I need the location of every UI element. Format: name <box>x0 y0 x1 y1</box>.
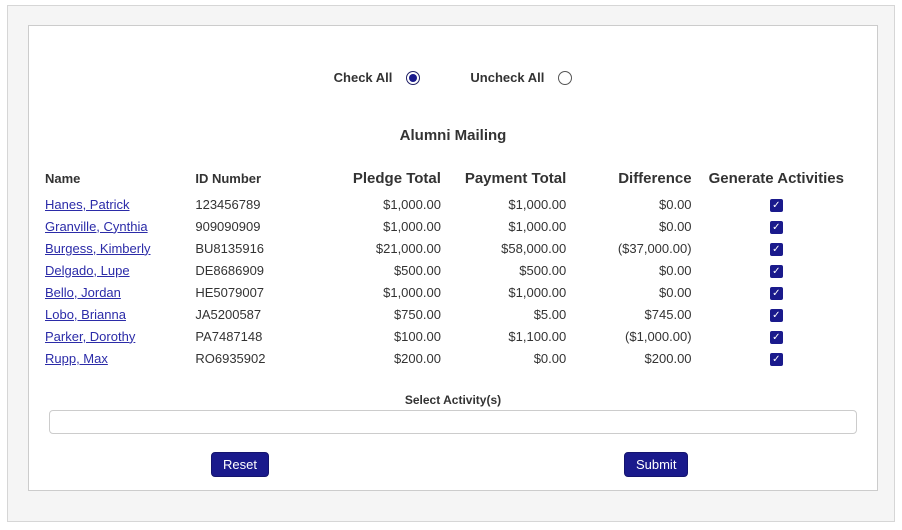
difference-cell: $0.00 <box>659 218 692 234</box>
pledge-total-cell: $500.00 <box>393 262 441 278</box>
difference-cell: ($1,000.00) <box>625 328 692 344</box>
pledge-total-cell: $21,000.00 <box>375 240 441 256</box>
generate-activities-cell: ✓ <box>692 347 861 369</box>
col-header-name: Name <box>45 171 81 186</box>
pledge-total-cell: $750.00 <box>393 306 441 322</box>
id-number-cell: JA5200587 <box>195 306 262 322</box>
pledge-total-cell: $100.00 <box>393 328 441 344</box>
name-cell: Burgess, Kimberly <box>45 237 195 259</box>
radio-dot-icon <box>409 73 418 82</box>
generate-activities-cell: ✓ <box>692 281 861 303</box>
table-row: Granville, Cynthia 909090909 $1,000.00 $1,0… <box>45 215 861 237</box>
check-all-label: Check All <box>333 70 393 85</box>
col-header-pledge-total: Pledge Total <box>352 170 441 187</box>
submit-button[interactable]: Submit <box>623 452 689 477</box>
generate-activities-checkbox[interactable]: ✓ <box>769 199 783 212</box>
table-row: Delgado, Lupe DE8686909 $500.00 $500.00 $0.0… <box>45 259 861 281</box>
name-cell: Bello, Jordan <box>45 281 195 303</box>
select-activity-label: Select Activity(s) <box>404 393 502 407</box>
constituent-name-link[interactable]: Burgess, Kimberly <box>45 240 151 256</box>
outer-container: Check All Uncheck All Alumni Mailing Nam… <box>7 5 895 522</box>
constituent-name-link[interactable]: Bello, Jordan <box>45 284 121 300</box>
id-number-cell: 909090909 <box>195 218 261 234</box>
pledge-total-cell: $1,000.00 <box>383 218 441 234</box>
generate-activities-cell: ✓ <box>692 193 861 215</box>
col-header-generate-activities: Generate Activities <box>708 170 844 187</box>
button-row: Reset Submit <box>45 452 861 477</box>
constituent-name-link[interactable]: Delgado, Lupe <box>45 262 130 278</box>
pledge-total-cell: $1,000.00 <box>383 196 441 212</box>
name-cell: Parker, Dorothy <box>45 325 195 347</box>
constituent-name-link[interactable]: Hanes, Patrick <box>45 196 130 212</box>
name-cell: Lobo, Brianna <box>45 303 195 325</box>
generate-activities-checkbox[interactable]: ✓ <box>769 353 783 366</box>
table-row: Bello, Jordan HE5079007 $1,000.00 $1,000.00… <box>45 281 861 303</box>
col-header-id-number: ID Number <box>195 171 262 186</box>
payment-total-cell: $0.00 <box>533 350 567 366</box>
col-header-payment-total: Payment Total <box>464 170 567 187</box>
generate-activities-cell: ✓ <box>692 215 861 237</box>
difference-cell: $200.00 <box>644 350 692 366</box>
generate-activities-checkbox[interactable]: ✓ <box>769 265 783 278</box>
table-row: Parker, Dorothy PA7487148 $100.00 $1,100.00… <box>45 325 861 347</box>
select-activity-input[interactable] <box>49 410 857 434</box>
name-cell: Hanes, Patrick <box>45 193 195 215</box>
difference-cell: $0.00 <box>659 284 692 300</box>
payment-total-cell: $1,000.00 <box>508 218 567 234</box>
payment-total-cell: $1,000.00 <box>508 196 567 212</box>
generate-activities-checkbox[interactable]: ✓ <box>769 309 783 322</box>
payment-total-cell: $500.00 <box>519 262 567 278</box>
id-number-cell: 123456789 <box>195 196 261 212</box>
generate-activities-checkbox[interactable]: ✓ <box>769 331 783 344</box>
id-number-cell: RO6935902 <box>195 350 266 366</box>
generate-activities-cell: ✓ <box>692 237 861 259</box>
id-number-cell: HE5079007 <box>195 284 265 300</box>
difference-cell: $745.00 <box>644 306 692 322</box>
id-number-cell: DE8686909 <box>195 262 265 278</box>
check-all-radio[interactable] <box>406 70 421 85</box>
pledge-total-cell: $1,000.00 <box>383 284 441 300</box>
table-header-row: Name ID Number Pledge Total Payment Tota… <box>45 168 861 193</box>
pledge-total-cell: $200.00 <box>393 350 441 366</box>
generate-activities-cell: ✓ <box>692 303 861 325</box>
check-controls: Check All Uncheck All <box>45 70 861 85</box>
name-cell: Rupp, Max <box>45 347 195 369</box>
constituent-name-link[interactable]: Rupp, Max <box>45 350 108 366</box>
generate-activities-cell: ✓ <box>692 259 861 281</box>
col-header-difference: Difference <box>618 170 692 187</box>
difference-cell: $0.00 <box>659 196 692 212</box>
alumni-table: Name ID Number Pledge Total Payment Tota… <box>45 168 861 369</box>
constituent-name-link[interactable]: Parker, Dorothy <box>45 328 136 344</box>
payment-total-cell: $1,100.00 <box>508 328 567 344</box>
generate-activities-checkbox[interactable]: ✓ <box>769 287 783 300</box>
generate-activities-cell: ✓ <box>692 325 861 347</box>
generate-activities-checkbox[interactable]: ✓ <box>769 221 783 234</box>
payment-total-cell: $1,000.00 <box>508 284 567 300</box>
difference-cell: ($37,000.00) <box>617 240 692 256</box>
table-row: Lobo, Brianna JA5200587 $750.00 $5.00 $745.0… <box>45 303 861 325</box>
constituent-name-link[interactable]: Granville, Cynthia <box>45 218 148 234</box>
table-row: Hanes, Patrick 123456789 $1,000.00 $1,000.0… <box>45 193 861 215</box>
payment-total-cell: $5.00 <box>533 306 567 322</box>
id-number-cell: PA7487148 <box>195 328 263 344</box>
id-number-cell: BU8135916 <box>195 240 265 256</box>
page-title: Alumni Mailing <box>399 127 507 144</box>
uncheck-all-label: Uncheck All <box>470 70 545 85</box>
generate-activities-checkbox[interactable]: ✓ <box>769 243 783 256</box>
reset-button[interactable]: Reset <box>211 452 269 477</box>
constituent-name-link[interactable]: Lobo, Brianna <box>45 306 126 322</box>
table-row: Rupp, Max RO6935902 $200.00 $0.00 $200.00 ✓ <box>45 347 861 369</box>
name-cell: Granville, Cynthia <box>45 215 195 237</box>
alumni-mailing-panel: Check All Uncheck All Alumni Mailing Nam… <box>28 25 878 491</box>
name-cell: Delgado, Lupe <box>45 259 195 281</box>
difference-cell: $0.00 <box>659 262 692 278</box>
payment-total-cell: $58,000.00 <box>501 240 567 256</box>
uncheck-all-radio[interactable] <box>558 70 573 85</box>
table-row: Burgess, Kimberly BU8135916 $21,000.00 $58,… <box>45 237 861 259</box>
